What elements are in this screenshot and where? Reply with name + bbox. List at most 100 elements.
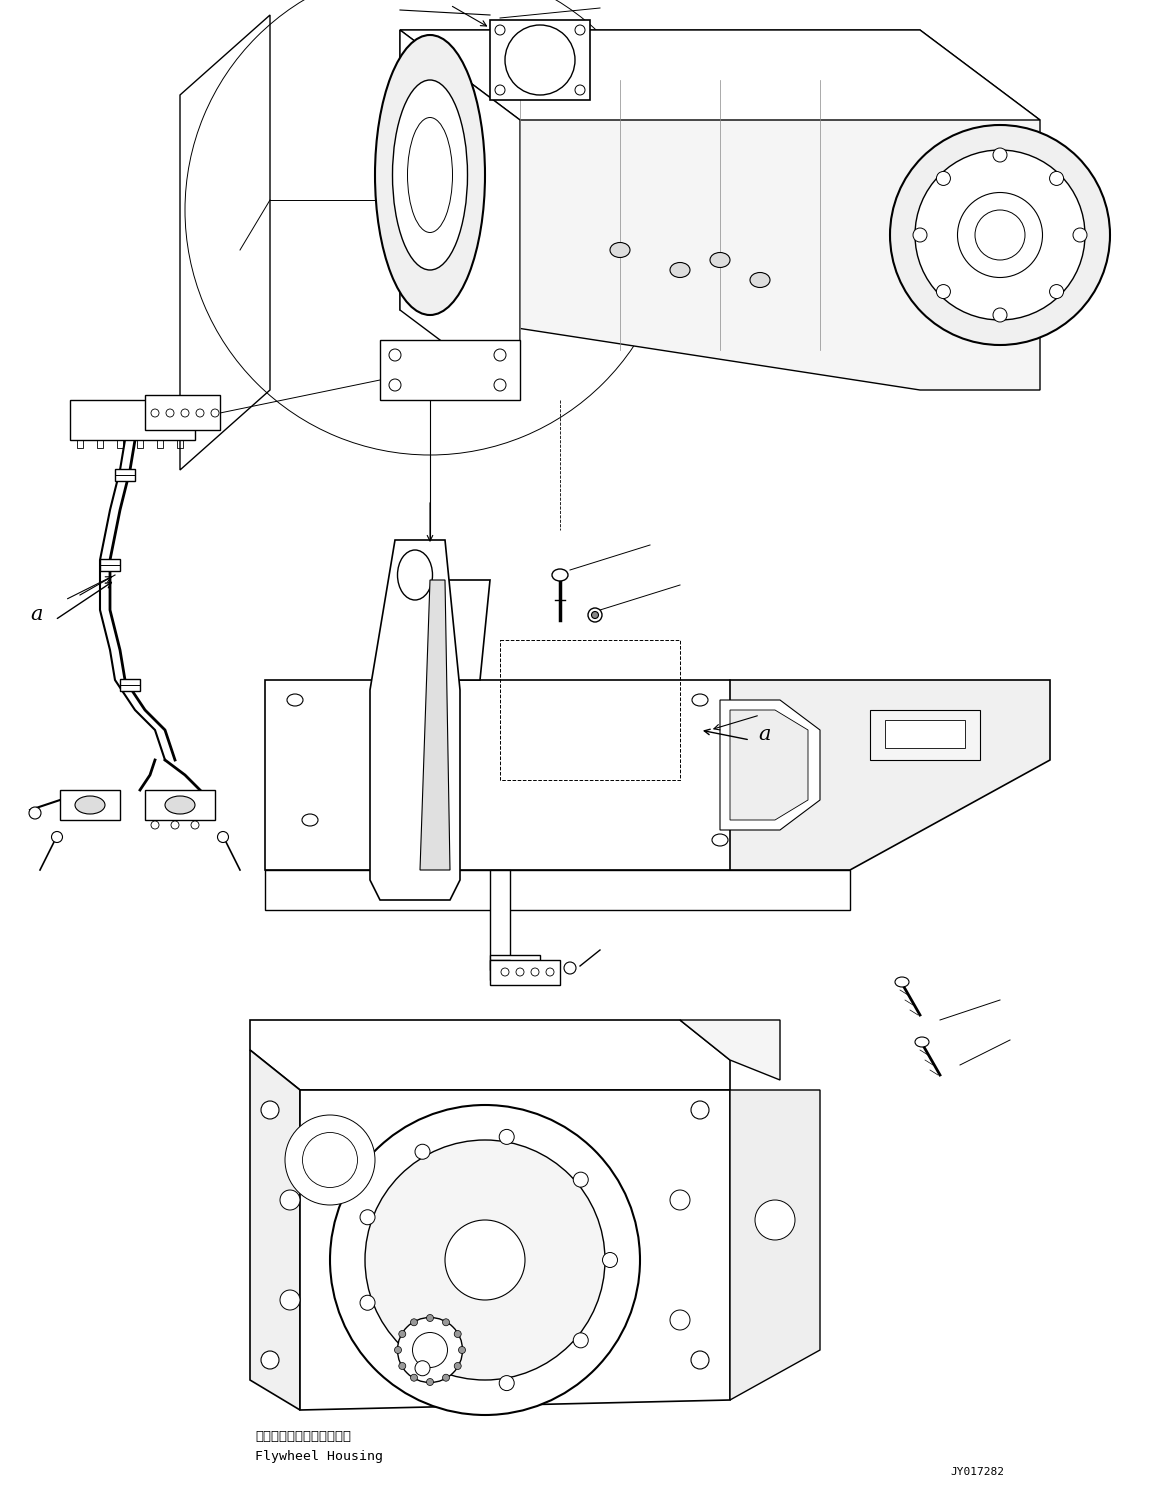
Ellipse shape: [166, 409, 174, 417]
Ellipse shape: [575, 85, 585, 95]
Ellipse shape: [552, 570, 568, 581]
Text: フライホイールハウジング: フライホイールハウジング: [255, 1430, 351, 1443]
Ellipse shape: [993, 309, 1007, 322]
Ellipse shape: [410, 1375, 417, 1381]
Ellipse shape: [573, 1172, 588, 1187]
Ellipse shape: [495, 25, 505, 34]
Bar: [97, 440, 103, 447]
Polygon shape: [400, 30, 520, 400]
Ellipse shape: [392, 81, 467, 270]
Polygon shape: [400, 30, 1040, 119]
Ellipse shape: [261, 1100, 279, 1120]
Ellipse shape: [1049, 171, 1063, 185]
Ellipse shape: [330, 1105, 640, 1415]
Ellipse shape: [280, 1290, 300, 1311]
Ellipse shape: [895, 977, 909, 987]
Ellipse shape: [29, 807, 42, 819]
Ellipse shape: [75, 796, 105, 814]
Ellipse shape: [415, 1361, 430, 1376]
Text: a: a: [30, 605, 43, 625]
Polygon shape: [730, 1090, 820, 1400]
Ellipse shape: [691, 1100, 709, 1120]
Ellipse shape: [375, 34, 485, 315]
Ellipse shape: [410, 1318, 417, 1325]
Ellipse shape: [610, 243, 630, 258]
Polygon shape: [680, 1020, 779, 1079]
Ellipse shape: [710, 252, 730, 267]
Polygon shape: [60, 790, 120, 820]
Polygon shape: [380, 580, 490, 680]
Polygon shape: [886, 720, 965, 748]
Polygon shape: [265, 680, 850, 871]
Ellipse shape: [564, 962, 576, 974]
Polygon shape: [490, 960, 560, 986]
Ellipse shape: [915, 151, 1085, 321]
Polygon shape: [730, 710, 808, 820]
Bar: [77, 440, 83, 447]
Ellipse shape: [517, 968, 523, 977]
Ellipse shape: [459, 1346, 466, 1354]
Polygon shape: [300, 1090, 730, 1410]
Ellipse shape: [670, 262, 689, 277]
Ellipse shape: [165, 796, 195, 814]
Polygon shape: [871, 710, 980, 760]
Ellipse shape: [692, 693, 708, 707]
Ellipse shape: [398, 550, 432, 599]
Ellipse shape: [366, 1141, 605, 1381]
Ellipse shape: [443, 1318, 450, 1325]
Polygon shape: [70, 400, 195, 440]
Ellipse shape: [443, 1375, 450, 1381]
Polygon shape: [145, 395, 220, 429]
Ellipse shape: [915, 1038, 929, 1047]
Ellipse shape: [394, 1346, 401, 1354]
Ellipse shape: [151, 822, 159, 829]
Text: JY017282: JY017282: [950, 1467, 1004, 1478]
Ellipse shape: [1073, 228, 1087, 242]
Polygon shape: [400, 30, 1040, 391]
Bar: [157, 440, 163, 447]
Ellipse shape: [360, 1296, 375, 1311]
Bar: [115, 470, 135, 482]
Ellipse shape: [181, 409, 189, 417]
Ellipse shape: [993, 148, 1007, 163]
Bar: [178, 440, 183, 447]
Ellipse shape: [52, 832, 62, 842]
Text: Flywheel Housing: Flywheel Housing: [255, 1451, 383, 1463]
Ellipse shape: [398, 1318, 462, 1382]
Polygon shape: [490, 19, 590, 100]
Bar: [100, 559, 120, 571]
Ellipse shape: [670, 1190, 689, 1211]
Ellipse shape: [445, 1220, 525, 1300]
Ellipse shape: [302, 814, 318, 826]
Ellipse shape: [171, 822, 179, 829]
Polygon shape: [730, 680, 1050, 871]
Ellipse shape: [285, 1115, 375, 1205]
Ellipse shape: [287, 693, 303, 707]
Ellipse shape: [603, 1252, 618, 1267]
Polygon shape: [265, 871, 850, 910]
Ellipse shape: [454, 1363, 461, 1370]
Ellipse shape: [399, 1330, 406, 1337]
Ellipse shape: [280, 1190, 300, 1211]
Ellipse shape: [360, 1209, 375, 1224]
Ellipse shape: [890, 125, 1110, 344]
Ellipse shape: [218, 832, 228, 842]
Bar: [137, 440, 143, 447]
Ellipse shape: [749, 273, 770, 288]
Ellipse shape: [936, 171, 950, 185]
Text: a: a: [758, 725, 770, 744]
Ellipse shape: [261, 1351, 279, 1369]
Ellipse shape: [399, 1363, 406, 1370]
Ellipse shape: [454, 1330, 461, 1337]
Polygon shape: [380, 340, 520, 400]
Ellipse shape: [670, 1311, 689, 1330]
Ellipse shape: [1049, 285, 1063, 298]
Ellipse shape: [427, 1379, 434, 1385]
Ellipse shape: [415, 1144, 430, 1159]
Ellipse shape: [547, 968, 553, 977]
Ellipse shape: [502, 968, 508, 977]
Bar: [500, 640, 680, 780]
Polygon shape: [490, 956, 540, 980]
Polygon shape: [719, 699, 820, 830]
Ellipse shape: [691, 1351, 709, 1369]
